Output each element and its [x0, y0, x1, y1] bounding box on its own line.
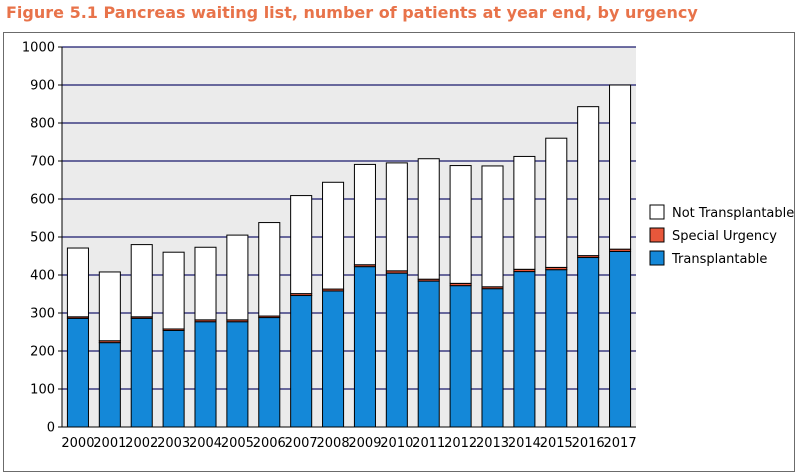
bar-transplantable-2015 — [545, 269, 568, 428]
bar-not-transplantable-2010 — [385, 162, 408, 272]
x-tick-label: 2017 — [604, 436, 637, 451]
bar-transplantable-2000 — [66, 317, 89, 428]
bars — [66, 84, 632, 428]
y-tick-label: 900 — [30, 79, 55, 94]
bar-transplantable-2010 — [385, 272, 408, 428]
bar-not-transplantable-2000 — [66, 247, 89, 318]
x-tick-label: 2001 — [93, 436, 126, 451]
y-tick-label: 700 — [30, 155, 55, 170]
bar-not-transplantable-2017 — [609, 84, 632, 250]
bar-transplantable-2012 — [449, 285, 472, 428]
x-tick-label: 2008 — [317, 436, 350, 451]
legend-label-transplantable: Transplantable — [671, 252, 767, 267]
bar-transplantable-2004 — [194, 321, 217, 428]
gridlines — [62, 46, 636, 390]
bar-not-transplantable-2011 — [417, 158, 440, 280]
x-tick-label: 2015 — [540, 436, 573, 451]
bar-not-transplantable-2016 — [577, 106, 600, 257]
bar-not-transplantable-2012 — [449, 165, 472, 284]
bar-not-transplantable-2001 — [98, 271, 121, 342]
legend: Not Transplantable Special Urgency Transpl… — [649, 204, 794, 267]
legend-swatch-special-urgency — [649, 227, 665, 243]
bar-not-transplantable-2009 — [353, 163, 376, 266]
bar-transplantable-2003 — [162, 329, 185, 428]
y-tick-label: 300 — [30, 307, 55, 322]
x-tick-label: 2014 — [508, 436, 541, 451]
bar-not-transplantable-2004 — [194, 246, 217, 321]
x-tick-label: 2007 — [285, 436, 318, 451]
y-tick-label: 100 — [30, 383, 55, 398]
x-tick-label: 2002 — [125, 436, 158, 451]
bar-not-transplantable-2008 — [322, 181, 345, 290]
bar-not-transplantable-2002 — [130, 244, 153, 318]
bar-transplantable-2009 — [353, 266, 376, 428]
chart-frame — [3, 32, 795, 472]
bar-transplantable-2006 — [258, 317, 281, 428]
y-axis-ticks: 0 100 200 300 400 500 600 700 800 900 1000 — [22, 41, 62, 436]
bar-transplantable-2013 — [481, 288, 504, 428]
legend-swatch-not-transplantable — [649, 204, 665, 220]
x-tick-label: 2016 — [572, 436, 605, 451]
bar-not-transplantable-2005 — [226, 234, 249, 321]
bar-transplantable-2011 — [417, 280, 440, 428]
legend-label-special-urgency: Special Urgency — [672, 229, 777, 244]
bar-not-transplantable-2007 — [290, 195, 313, 295]
bar-not-transplantable-2015 — [545, 137, 568, 268]
bar-transplantable-2005 — [226, 321, 249, 428]
x-tick-label: 2000 — [61, 436, 94, 451]
bar-not-transplantable-2006 — [258, 222, 281, 317]
bar-transplantable-2008 — [322, 290, 345, 428]
x-tick-label: 2011 — [412, 436, 445, 451]
bar-transplantable-2014 — [513, 271, 536, 428]
bar-transplantable-2017 — [609, 250, 632, 428]
y-tick-label: 400 — [30, 269, 55, 284]
figure-title: Figure 5.1 Pancreas waiting list, number… — [6, 3, 698, 22]
y-tick-label: 0 — [47, 421, 55, 436]
x-axis-ticks: 2000200120022003200420052006200720082009… — [61, 436, 636, 451]
y-tick-label: 1000 — [22, 41, 55, 56]
bar-not-transplantable-2013 — [481, 165, 504, 288]
bar-transplantable-2016 — [577, 257, 600, 428]
y-tick-label: 600 — [30, 193, 55, 208]
x-tick-label: 2012 — [444, 436, 477, 451]
bar-transplantable-2007 — [290, 295, 313, 428]
bar-transplantable-2001 — [98, 342, 121, 428]
bar-not-transplantable-2014 — [513, 155, 536, 270]
legend-label-not-transplantable: Not Transplantable — [672, 206, 794, 221]
y-tick-label: 200 — [30, 345, 55, 360]
x-tick-label: 2004 — [189, 436, 222, 451]
x-tick-label: 2003 — [157, 436, 190, 451]
y-tick-label: 800 — [30, 117, 55, 132]
legend-swatch-transplantable — [649, 250, 665, 266]
x-tick-label: 2006 — [253, 436, 286, 451]
x-tick-label: 2010 — [380, 436, 413, 451]
bar-transplantable-2002 — [130, 317, 153, 428]
x-tick-label: 2009 — [348, 436, 381, 451]
bar-not-transplantable-2003 — [162, 251, 185, 330]
y-tick-label: 500 — [30, 231, 55, 246]
x-tick-label: 2013 — [476, 436, 509, 451]
x-tick-label: 2005 — [221, 436, 254, 451]
